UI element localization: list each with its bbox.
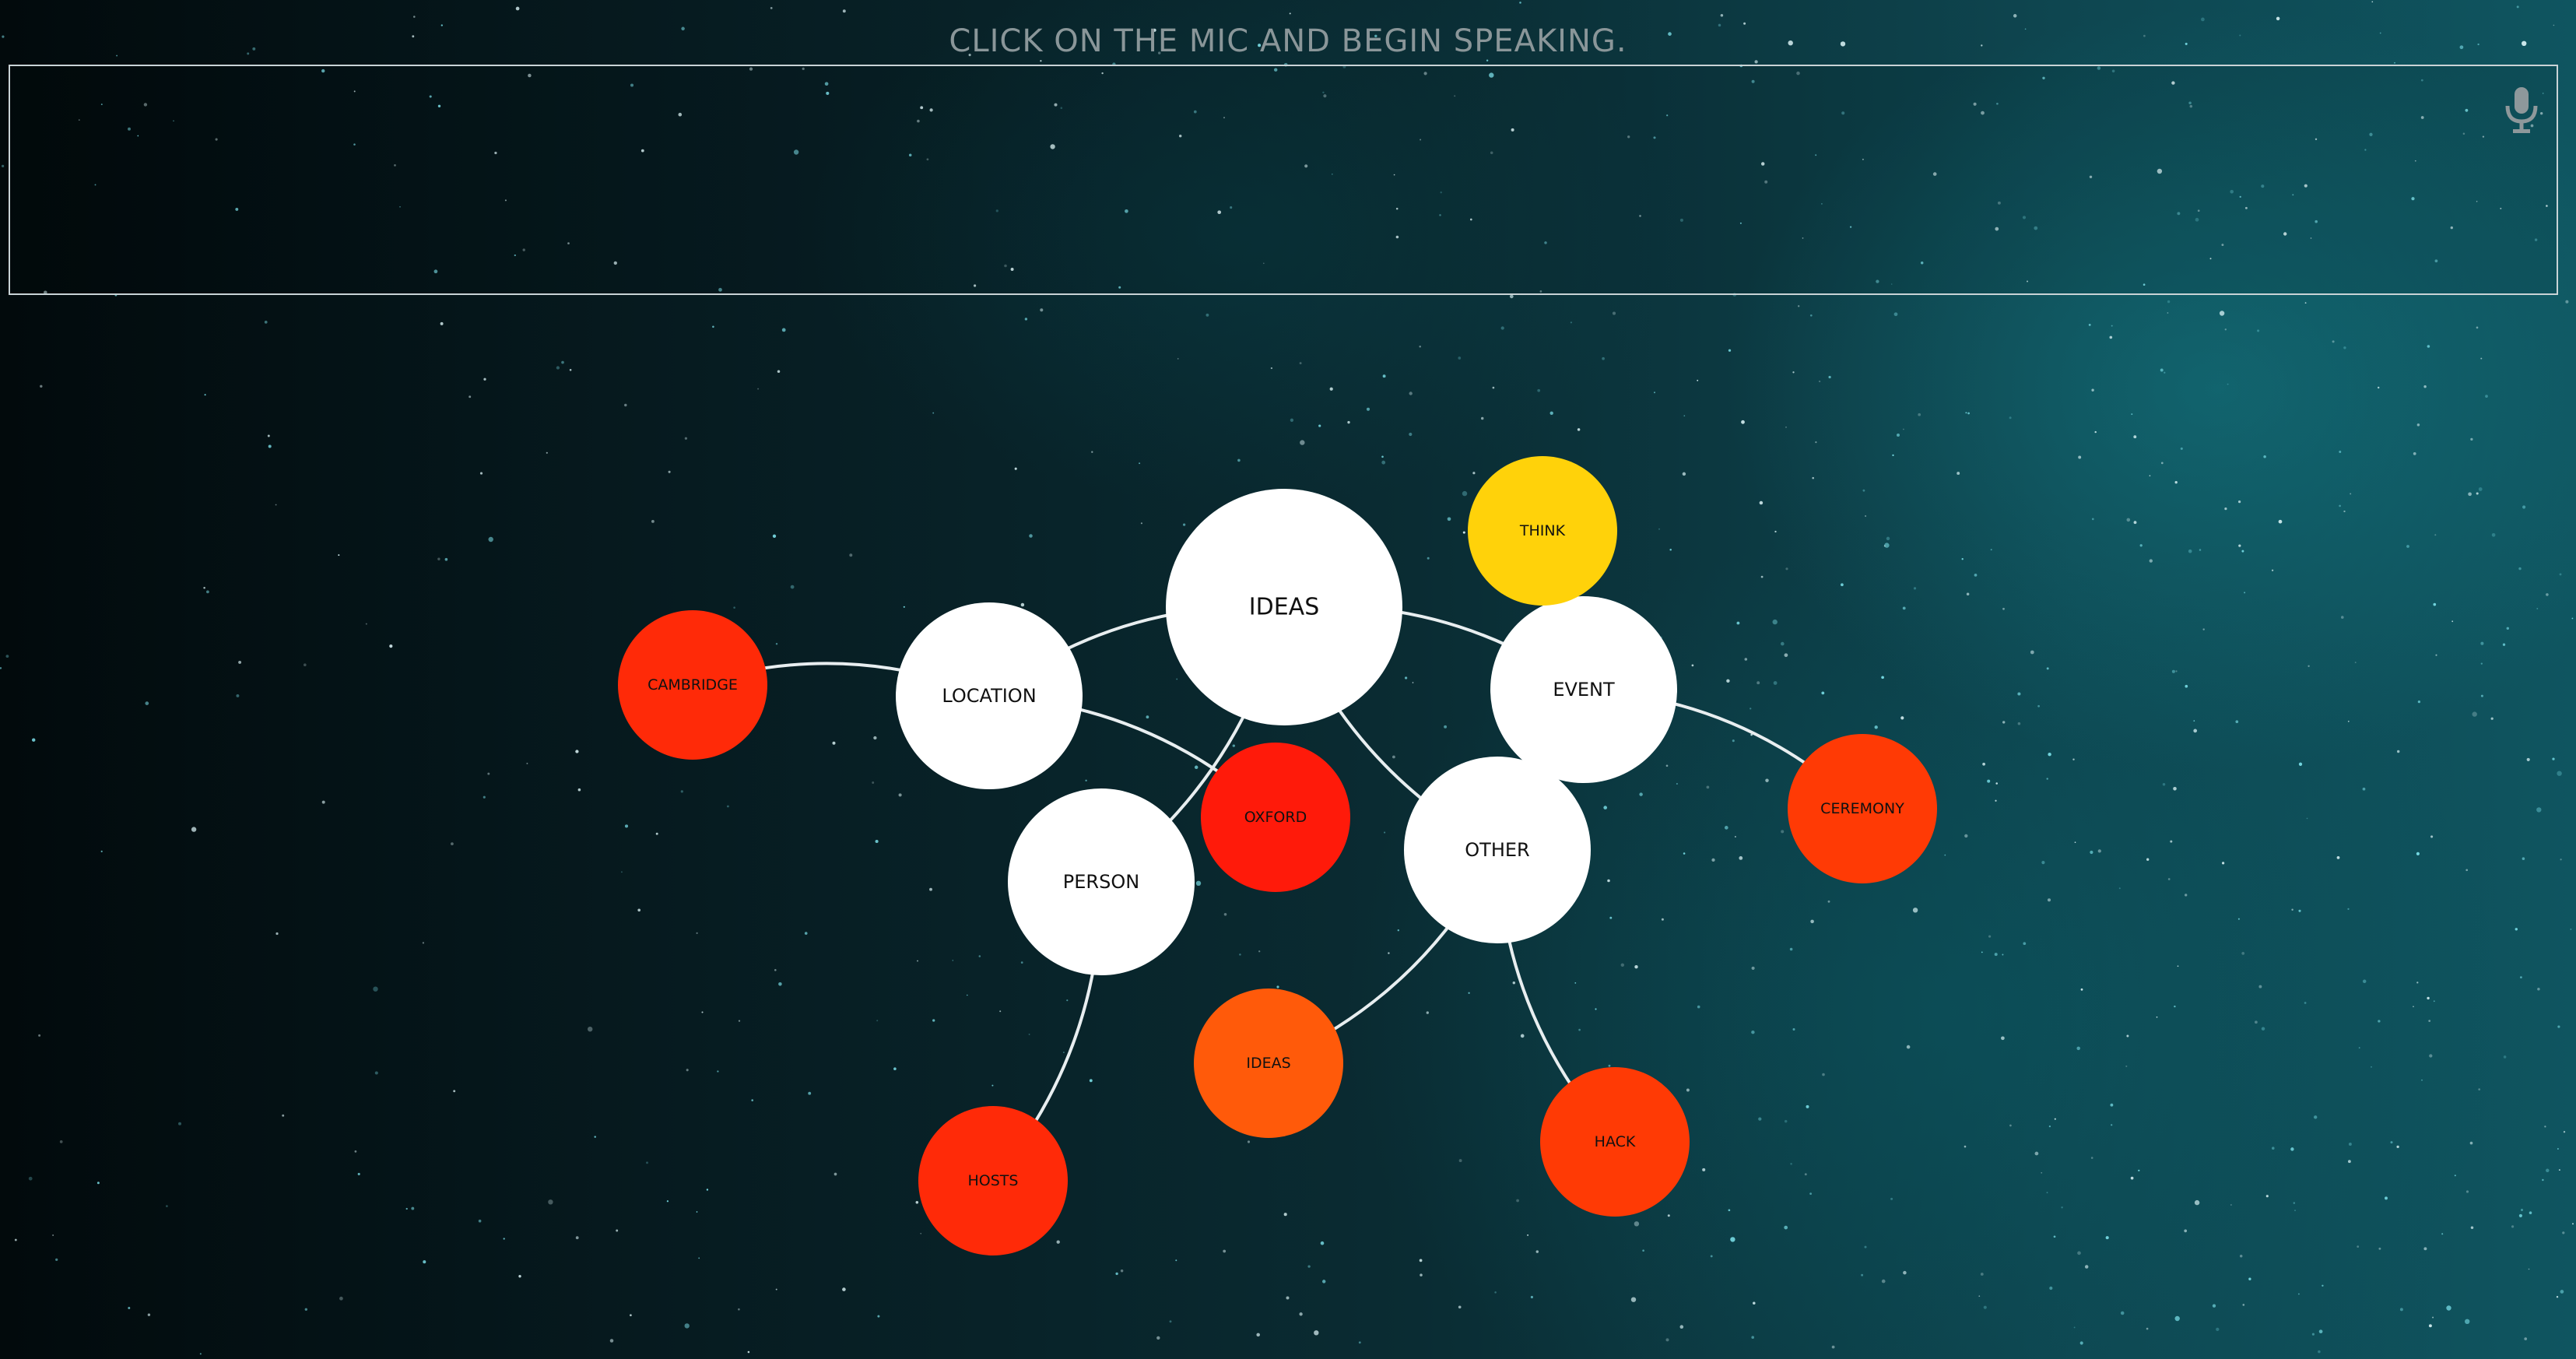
node-hack[interactable]: HACK xyxy=(1540,1067,1690,1217)
node-circle-ceremony[interactable] xyxy=(1788,734,1937,883)
node-label-ideas: IDEAS xyxy=(1249,594,1319,621)
microphone-icon xyxy=(2505,87,2538,133)
node-circle-hosts[interactable] xyxy=(918,1106,1068,1255)
mic-button[interactable] xyxy=(2501,86,2542,134)
node-circle-ideas[interactable] xyxy=(1166,489,1402,725)
node-circle-cambridge[interactable] xyxy=(618,610,767,760)
node-label-think: THINK xyxy=(1519,522,1566,539)
node-circle-person[interactable] xyxy=(1008,788,1195,975)
node-cambridge[interactable]: CAMBRIDGE xyxy=(618,610,767,760)
transcript-box[interactable] xyxy=(9,65,2558,295)
instruction-prompt: CLICK ON THE MIC AND BEGIN SPEAKING. xyxy=(949,23,1627,59)
node-label-ceremony: CEREMONY xyxy=(1820,800,1904,817)
node-circle-location[interactable] xyxy=(896,602,1083,789)
node-ideas[interactable]: IDEAS xyxy=(1166,489,1402,725)
node-label-location: LOCATION xyxy=(942,685,1036,707)
node-label-event: EVENT xyxy=(1553,679,1615,701)
node-think[interactable]: THINK xyxy=(1468,456,1617,606)
node-location[interactable]: LOCATION xyxy=(896,602,1083,789)
node-circle-ideas-leaf[interactable] xyxy=(1194,989,1343,1138)
node-circle-think[interactable] xyxy=(1468,456,1617,606)
node-person[interactable]: PERSON xyxy=(1008,788,1195,975)
node-other[interactable]: OTHER xyxy=(1404,757,1591,943)
node-label-cambridge: CAMBRIDGE xyxy=(648,676,738,694)
node-label-oxford: OXFORD xyxy=(1244,809,1307,826)
node-label-ideas-leaf: IDEAS xyxy=(1246,1055,1290,1072)
node-oxford[interactable]: OXFORD xyxy=(1201,743,1350,892)
node-circle-other[interactable] xyxy=(1404,757,1591,943)
node-label-person: PERSON xyxy=(1063,871,1139,893)
node-circle-event[interactable] xyxy=(1490,596,1677,783)
node-ideas-leaf[interactable]: IDEAS xyxy=(1194,989,1343,1138)
node-circle-oxford[interactable] xyxy=(1201,743,1350,892)
node-label-hosts: HOSTS xyxy=(968,1172,1019,1189)
node-event[interactable]: EVENT xyxy=(1490,596,1677,783)
node-label-other: OTHER xyxy=(1465,839,1529,861)
nodes-layer: IDEAS LOCATION EVENT PERSON OTHER THINK CAMBRI… xyxy=(618,456,1937,1255)
node-label-hack: HACK xyxy=(1595,1133,1636,1150)
node-hosts[interactable]: HOSTS xyxy=(918,1106,1068,1255)
node-ceremony[interactable]: CEREMONY xyxy=(1788,734,1937,883)
node-circle-hack[interactable] xyxy=(1540,1067,1690,1217)
